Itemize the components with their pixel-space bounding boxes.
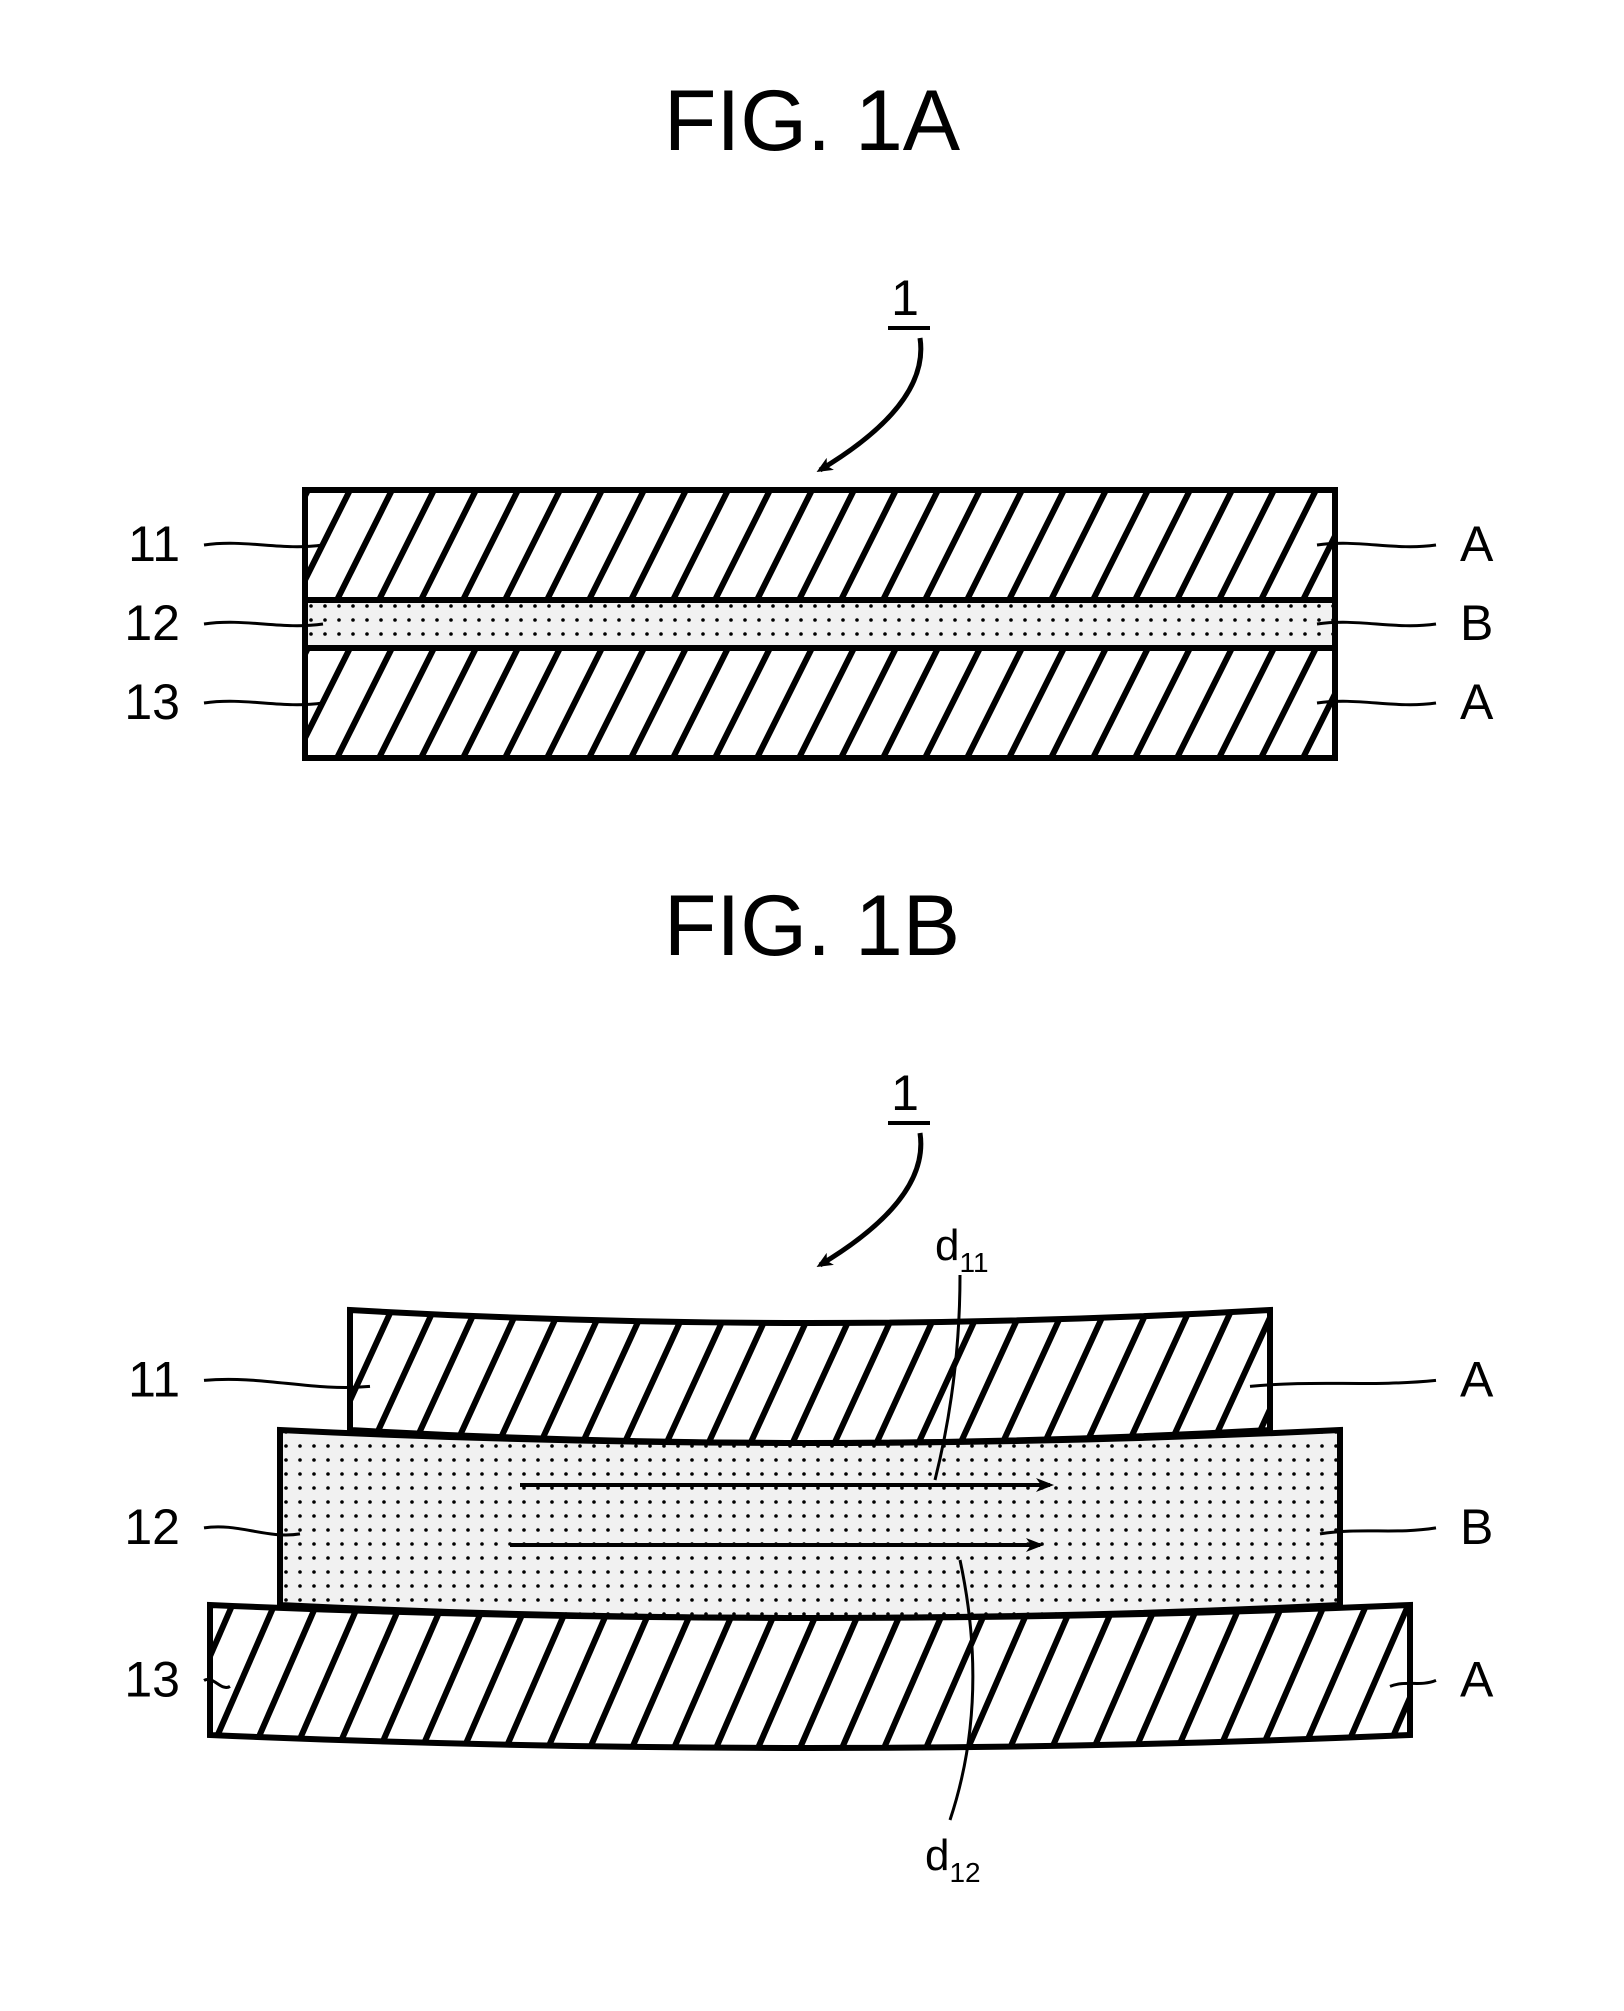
- label-right-11: A: [1460, 1351, 1494, 1407]
- figure-1b-title: FIG. 1B: [664, 878, 960, 974]
- layer-12: [305, 600, 1335, 648]
- label-right-12: B: [1460, 1499, 1493, 1555]
- label-left-13: 13: [124, 1651, 180, 1707]
- svg-text:d12: d12: [925, 1831, 981, 1888]
- label-left-11: 11: [128, 516, 180, 572]
- figure-1b: FIG. 1B111A12B13Ad11d12: [0, 878, 1624, 1888]
- label-left-13: 13: [124, 674, 180, 730]
- label-right-11: A: [1460, 516, 1494, 572]
- label-left-11: 11: [128, 1351, 180, 1407]
- svg-text:d11: d11: [935, 1221, 989, 1278]
- label-right-12: B: [1460, 595, 1493, 651]
- figure-1a-title: FIG. 1A: [664, 73, 961, 169]
- svg-text:1: 1: [891, 1065, 919, 1121]
- label-right-13: A: [1460, 674, 1494, 730]
- label-right-13: A: [1460, 1651, 1494, 1707]
- label-left-12: 12: [124, 595, 180, 651]
- figure-1a: FIG. 1A111A12B13A: [85, 73, 1568, 758]
- svg-text:1: 1: [891, 270, 919, 326]
- label-left-12: 12: [124, 1499, 180, 1555]
